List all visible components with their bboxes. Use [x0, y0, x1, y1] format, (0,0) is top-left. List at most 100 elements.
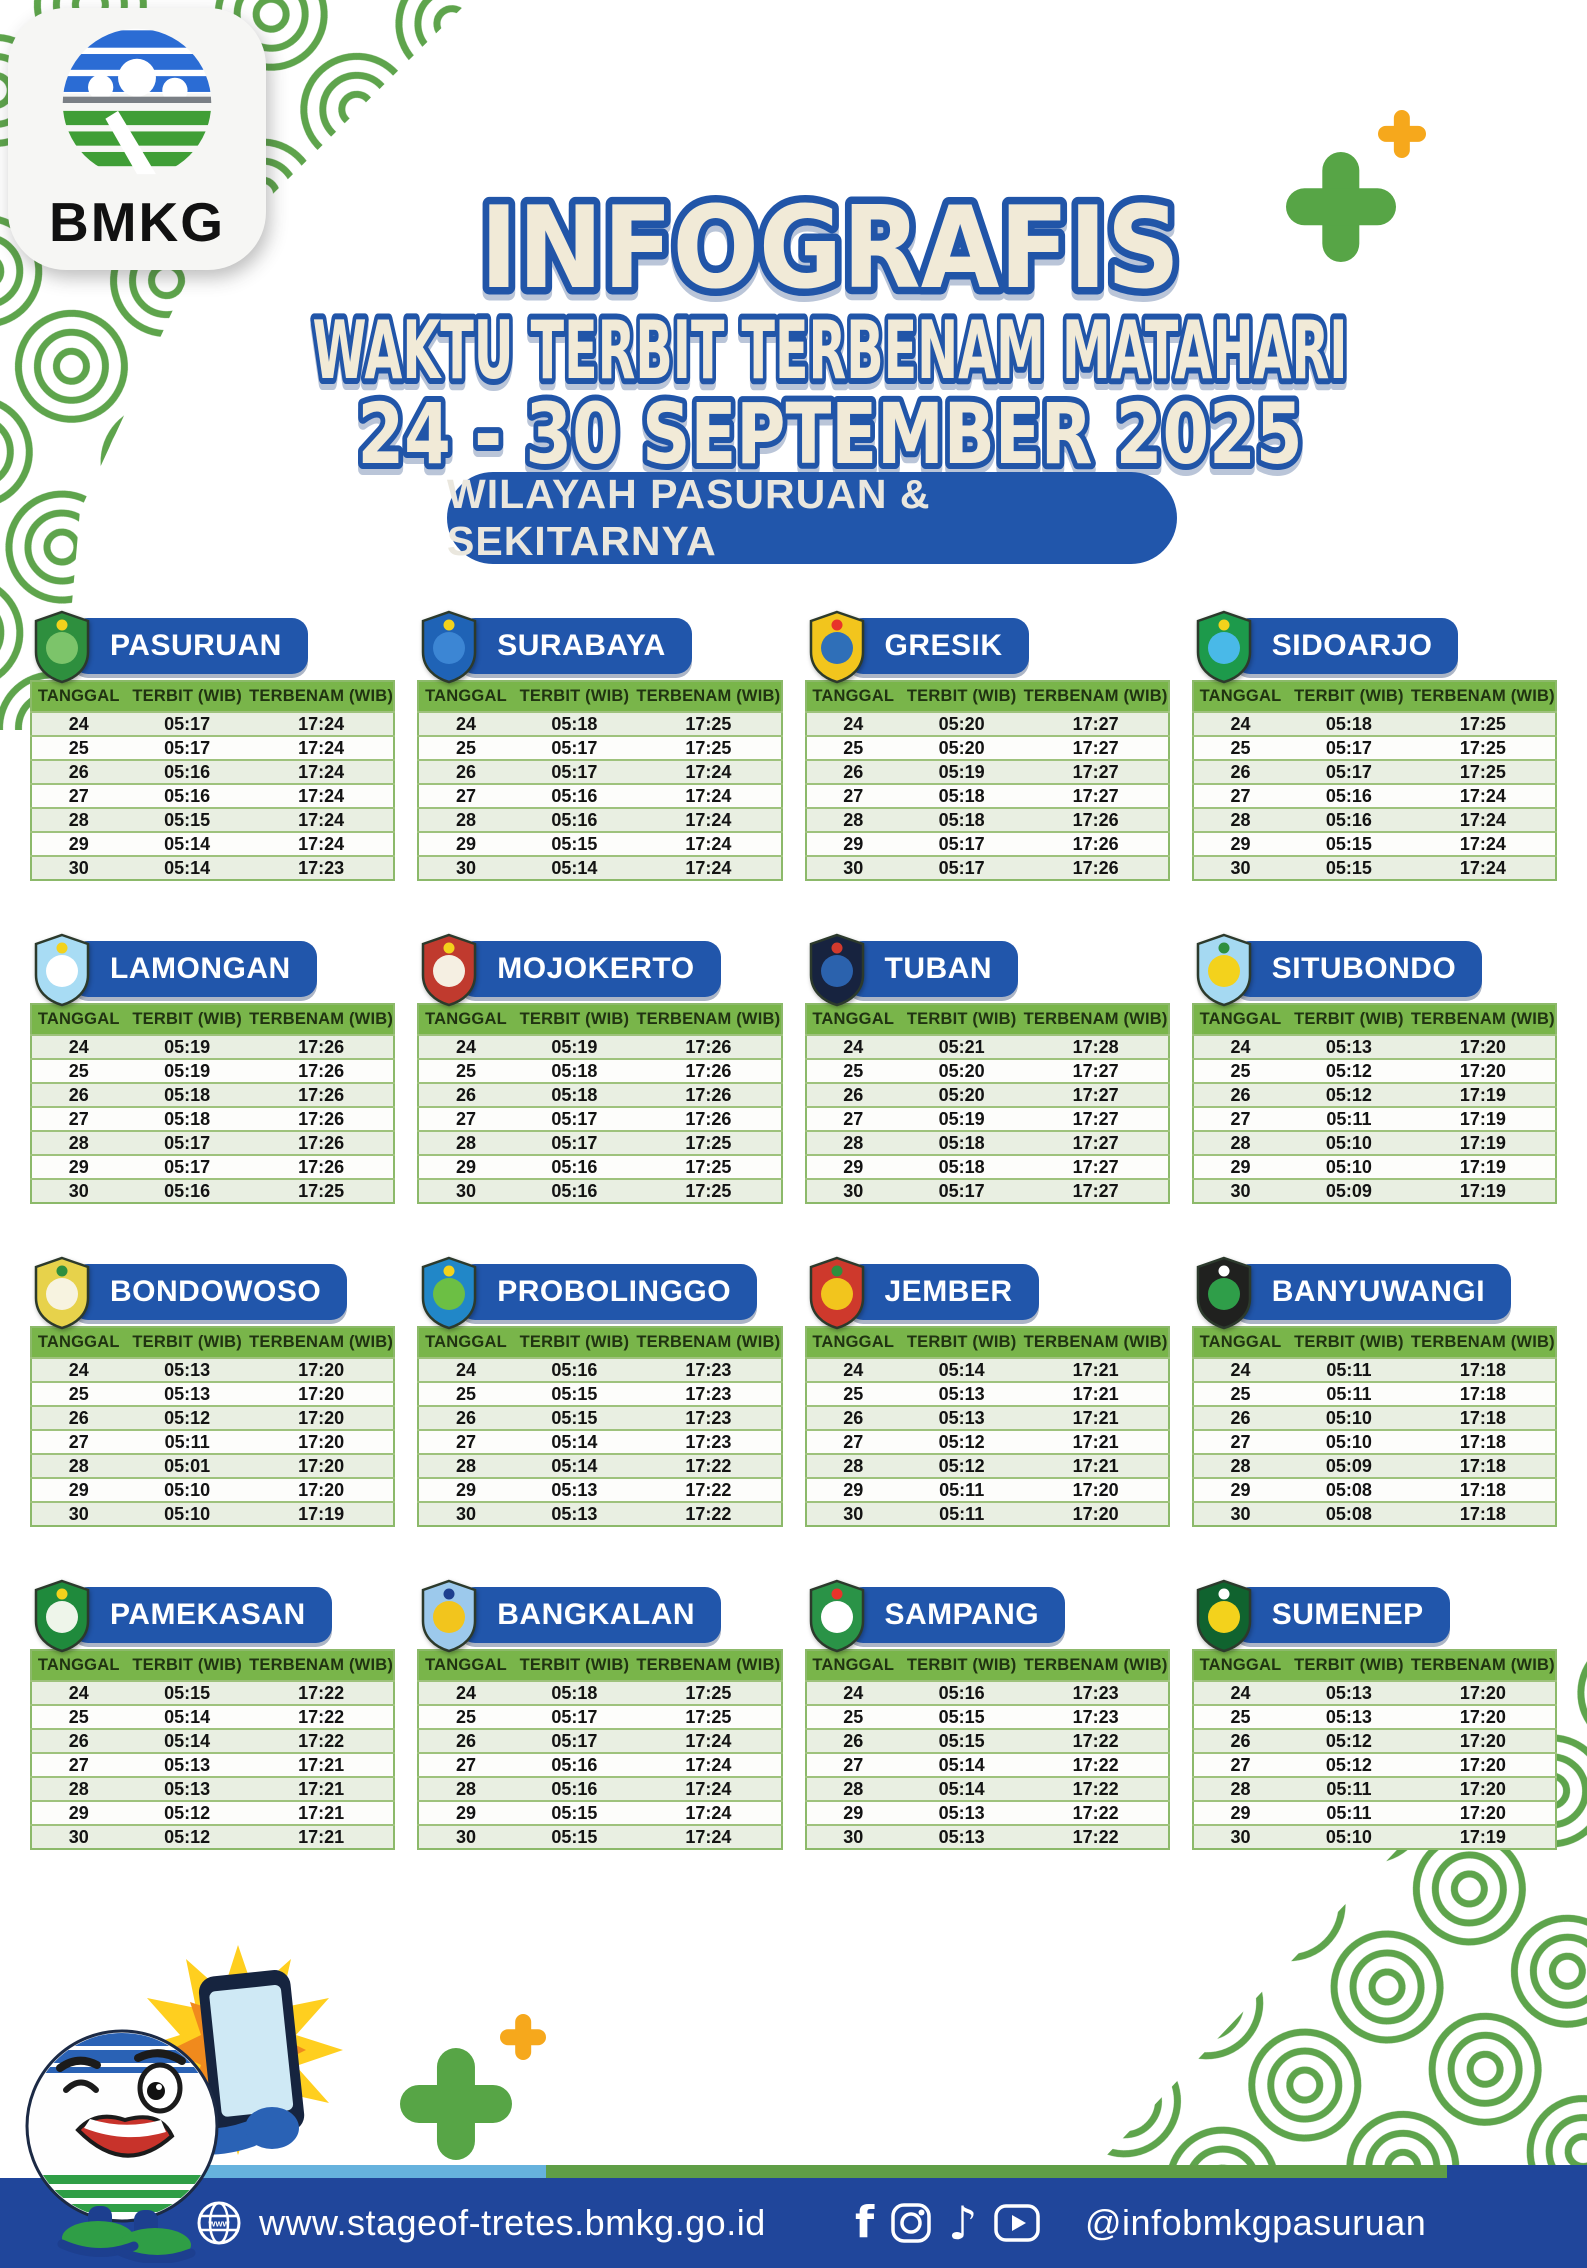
city-table: TANGGAL TERBIT (WIB) TERBENAM (WIB) 24 05… — [30, 1003, 396, 1204]
city-badge: PROBOLINGGO — [459, 1264, 758, 1320]
cell-terbenam: 17:23 — [1023, 1704, 1169, 1729]
cell-tanggal: 27 — [418, 1106, 513, 1131]
cell-terbenam: 17:20 — [248, 1429, 395, 1454]
plus-decoration-icon — [500, 2014, 546, 2060]
table-body: 24 05:18 17:25 25 05:17 17:25 26 05:17 17:25 27 05… — [1192, 711, 1556, 880]
cell-terbit: 05:13 — [512, 1477, 637, 1502]
city-card-header: SITUBONDO — [1192, 933, 1557, 1007]
facebook-icon: f — [855, 2197, 875, 2248]
table-row: 29 05:13 17:22 — [805, 1800, 1169, 1825]
cell-tanggal: 28 — [418, 1453, 513, 1478]
table-row: 30 05:15 17:24 — [418, 1824, 782, 1849]
cell-terbit: 05:14 — [899, 1752, 1024, 1777]
table-header-row: TANGGAL TERBIT (WIB) TERBENAM (WIB) — [805, 681, 1169, 712]
city-card: TUBAN TANGGAL TERBIT (WIB) TERBENAM (WIB… — [804, 933, 1170, 1204]
table-header-row: TANGGAL TERBIT (WIB) TERBENAM (WIB) — [805, 1650, 1169, 1681]
cell-terbit: 05:16 — [125, 759, 249, 784]
cell-terbit: 05:17 — [125, 711, 249, 736]
cell-tanggal: 30 — [805, 1824, 900, 1849]
city-table: TANGGAL TERBIT (WIB) TERBENAM (WIB) 24 05… — [417, 1326, 783, 1527]
cell-tanggal: 28 — [31, 1130, 126, 1155]
cell-tanggal: 29 — [418, 831, 513, 856]
table-row: 30 05:08 17:18 — [1192, 1501, 1556, 1526]
cell-terbenam: 17:25 — [636, 735, 782, 760]
cell-tanggal: 26 — [31, 1082, 126, 1107]
table-row: 27 05:11 17:19 — [1192, 1106, 1556, 1131]
cell-terbenam: 17:20 — [1410, 1704, 1556, 1729]
cell-tanggal: 30 — [418, 1178, 513, 1203]
city-emblem-icon — [422, 1579, 477, 1653]
column-header-tanggal: TANGGAL — [31, 1650, 126, 1681]
cell-terbenam: 17:24 — [636, 831, 782, 856]
cell-terbenam: 17:24 — [248, 711, 395, 736]
cell-tanggal: 27 — [805, 1106, 900, 1131]
cell-terbenam: 17:27 — [1023, 1130, 1169, 1155]
cell-terbit: 05:16 — [512, 1752, 637, 1777]
table-header-row: TANGGAL TERBIT (WIB) TERBENAM (WIB) — [418, 1327, 782, 1358]
cell-terbenam: 17:18 — [1410, 1381, 1556, 1406]
cell-terbit: 05:13 — [1287, 1034, 1411, 1059]
cell-tanggal: 27 — [31, 1752, 126, 1777]
column-header-tanggal: TANGGAL — [1192, 1327, 1288, 1358]
cell-terbit: 05:13 — [1287, 1680, 1411, 1705]
table-header-row: TANGGAL TERBIT (WIB) TERBENAM (WIB) — [31, 1327, 395, 1358]
cell-tanggal: 24 — [1192, 1357, 1288, 1382]
table-row: 24 05:19 17:26 — [418, 1034, 782, 1059]
cell-tanggal: 25 — [1192, 1381, 1288, 1406]
cell-tanggal: 26 — [1192, 1082, 1288, 1107]
cell-tanggal: 27 — [1192, 1429, 1288, 1454]
cell-tanggal: 24 — [418, 711, 513, 736]
cell-terbit: 05:18 — [512, 711, 637, 736]
city-name: SURABAYA — [497, 629, 666, 662]
cell-terbenam: 17:23 — [636, 1381, 782, 1406]
table-body: 24 05:17 17:24 25 05:17 17:24 26 05:16 17:24 27 05… — [31, 711, 395, 880]
cell-terbit: 05:18 — [899, 1130, 1024, 1155]
city-card-header: JEMBER — [805, 1256, 1170, 1330]
city-badge: LAMONGAN — [72, 941, 317, 997]
cell-terbenam: 17:20 — [1023, 1501, 1169, 1526]
footer-website-text: www.stageof-tretes.bmkg.go.id — [259, 2202, 766, 2243]
cell-terbit: 05:10 — [1287, 1154, 1411, 1179]
table-row: 28 05:18 17:27 — [805, 1130, 1169, 1155]
cell-tanggal: 29 — [1192, 1477, 1288, 1502]
table-row: 25 05:19 17:26 — [31, 1058, 395, 1083]
city-name: PAMEKASAN — [110, 1598, 306, 1631]
cell-terbit: 05:11 — [1287, 1381, 1411, 1406]
cell-terbit: 05:12 — [125, 1405, 249, 1430]
title-line-1: INFOGRAFIS — [480, 182, 1180, 314]
column-header-terbenam: TERBENAM (WIB) — [248, 1650, 395, 1681]
table-row: 29 05:11 17:20 — [1192, 1800, 1556, 1825]
city-card-header: MOJOKERTO — [417, 933, 782, 1007]
cell-terbit: 05:11 — [1287, 1106, 1411, 1131]
table-row: 27 05:18 17:26 — [31, 1106, 395, 1131]
cell-tanggal: 27 — [31, 1429, 126, 1454]
city-badge: BONDOWOSO — [72, 1264, 348, 1320]
city-table: TANGGAL TERBIT (WIB) TERBENAM (WIB) 24 05… — [804, 1649, 1170, 1850]
cell-tanggal: 29 — [805, 1477, 900, 1502]
column-header-terbenam: TERBENAM (WIB) — [1410, 1650, 1556, 1681]
city-card-header: TUBAN — [805, 933, 1170, 1007]
city-emblem-icon — [1196, 610, 1251, 684]
city-badge: SAMPANG — [846, 1587, 1066, 1643]
cell-terbenam: 17:27 — [1023, 1106, 1169, 1131]
cell-tanggal: 26 — [1192, 1405, 1288, 1430]
cell-terbit: 05:12 — [125, 1824, 249, 1849]
cell-tanggal: 25 — [805, 1058, 900, 1083]
table-row: 30 05:13 17:22 — [805, 1824, 1169, 1849]
cell-tanggal: 26 — [418, 759, 513, 784]
column-header-tanggal: TANGGAL — [1192, 681, 1288, 712]
table-row: 27 05:16 17:24 — [31, 783, 395, 808]
table-row: 30 05:13 17:22 — [418, 1501, 782, 1526]
cell-tanggal: 28 — [805, 807, 900, 832]
cell-tanggal: 29 — [1192, 831, 1288, 856]
cell-tanggal: 30 — [31, 1501, 126, 1526]
table-row: 27 05:14 17:22 — [805, 1752, 1169, 1777]
cell-terbenam: 17:21 — [1023, 1381, 1169, 1406]
cell-tanggal: 30 — [1192, 1501, 1288, 1526]
cell-terbit: 05:20 — [899, 711, 1024, 736]
cell-tanggal: 26 — [31, 759, 126, 784]
city-table: TANGGAL TERBIT (WIB) TERBENAM (WIB) 24 05… — [417, 1003, 783, 1204]
cell-terbenam: 17:25 — [636, 711, 782, 736]
cell-terbenam: 17:21 — [248, 1752, 395, 1777]
cell-tanggal: 26 — [805, 1728, 900, 1753]
